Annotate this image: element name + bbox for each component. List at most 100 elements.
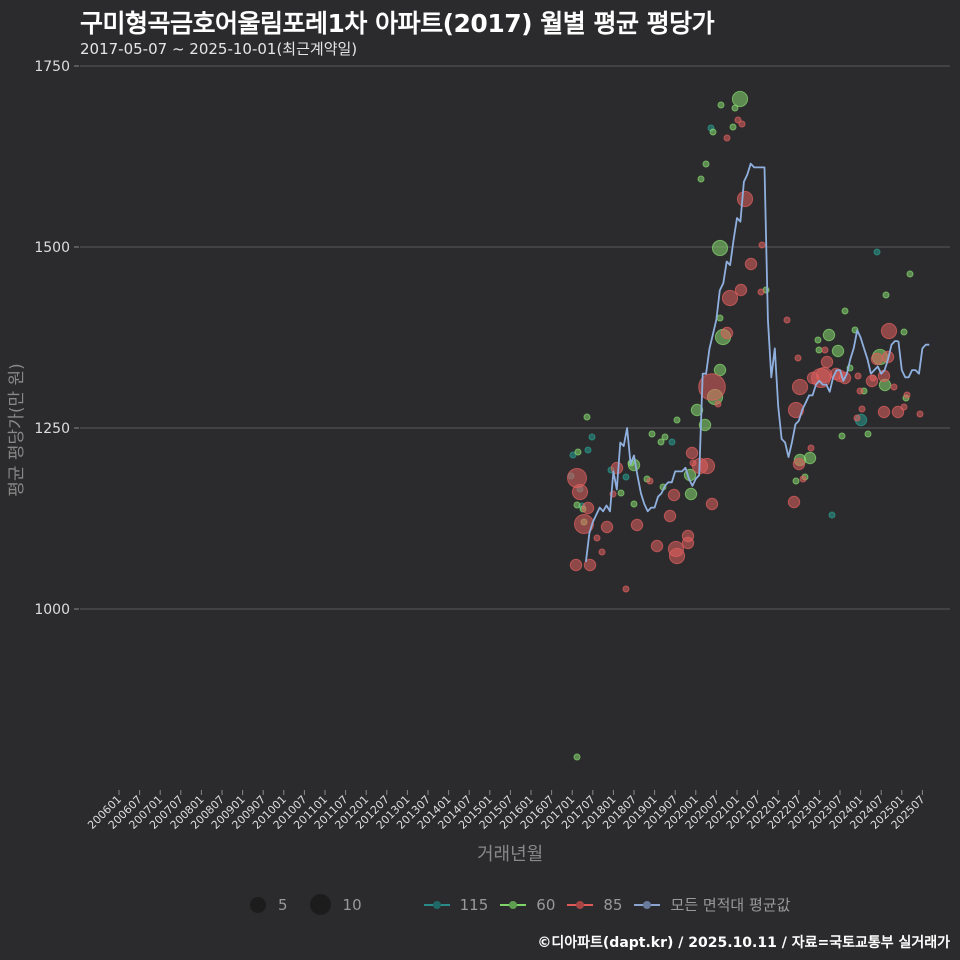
data-point-85 xyxy=(807,444,815,452)
data-point-85 xyxy=(870,352,884,366)
data-point-60 xyxy=(831,344,845,358)
series-average-icon xyxy=(634,903,661,906)
data-point-85 xyxy=(877,405,891,419)
legend-size-10-label: 10 xyxy=(342,895,362,914)
data-point-85 xyxy=(854,372,862,380)
data-point-115 xyxy=(584,446,592,454)
data-point-60 xyxy=(630,500,638,508)
data-point-115 xyxy=(588,433,596,441)
data-point-85 xyxy=(787,401,805,419)
data-point-85 xyxy=(668,547,686,565)
data-point-85 xyxy=(698,457,716,475)
data-point-115 xyxy=(569,451,577,459)
data-point-85 xyxy=(821,346,829,354)
data-point-60 xyxy=(713,363,727,377)
data-point-60 xyxy=(729,123,737,131)
data-point-85 xyxy=(630,518,644,532)
data-point-85 xyxy=(792,457,806,471)
data-point-85 xyxy=(806,371,820,385)
data-point-60 xyxy=(661,433,669,441)
data-point-60 xyxy=(673,416,681,424)
data-point-85 xyxy=(916,410,924,418)
data-point-85 xyxy=(787,495,801,509)
data-point-60 xyxy=(814,336,822,344)
series-85-icon xyxy=(567,903,594,906)
data-point-60 xyxy=(792,477,800,485)
data-point-85 xyxy=(610,461,624,475)
y-tick-label: 1750 xyxy=(34,59,70,75)
data-point-60 xyxy=(648,430,656,438)
data-point-85 xyxy=(650,539,664,553)
data-point-85 xyxy=(593,534,601,542)
legend-item-85: 85 xyxy=(567,896,622,914)
data-point-115 xyxy=(828,511,836,519)
data-point-60 xyxy=(709,128,717,136)
legend-average-label: 모든 면적대 평균값 xyxy=(670,896,791,914)
data-point-85 xyxy=(646,477,654,485)
data-point-60 xyxy=(617,489,625,497)
data-point-60 xyxy=(841,307,849,315)
chart-title: 구미형곡금호어울림포레1차 아파트(2017) 월별 평균 평당가 xyxy=(80,9,715,38)
data-point-85 xyxy=(698,373,726,401)
data-point-85 xyxy=(853,414,861,422)
data-point-85 xyxy=(820,355,834,369)
data-point-85 xyxy=(622,585,630,593)
data-point-85 xyxy=(685,446,699,460)
scatter-points xyxy=(567,90,924,761)
data-point-60 xyxy=(882,291,890,299)
legend-item-average: 모든 면적대 평균값 xyxy=(634,894,790,915)
legend-item-60: 60 xyxy=(500,896,555,914)
data-point-85 xyxy=(721,289,739,307)
x-axis-label: 거래년월 xyxy=(477,844,544,865)
data-point-85 xyxy=(794,354,802,362)
data-point-60 xyxy=(711,239,729,257)
data-point-60 xyxy=(573,753,581,761)
data-point-85 xyxy=(856,387,864,395)
average-price-line-tail xyxy=(897,340,930,379)
data-point-60 xyxy=(573,501,581,509)
legend-60-label: 60 xyxy=(536,895,556,914)
data-point-85 xyxy=(783,316,791,324)
data-point-85 xyxy=(736,190,754,208)
data-point-85 xyxy=(571,483,589,501)
data-point-60 xyxy=(815,346,823,354)
data-point-60 xyxy=(583,413,591,421)
data-point-60 xyxy=(864,430,872,438)
data-point-85 xyxy=(689,459,697,467)
data-point-85 xyxy=(758,241,766,249)
data-point-60 xyxy=(716,314,724,322)
data-point-115 xyxy=(668,438,676,446)
y-axis-label: 평균 평당가(만 원) xyxy=(7,363,27,497)
series-115-icon xyxy=(423,903,450,906)
data-point-85 xyxy=(720,326,734,340)
size-5-icon xyxy=(250,896,266,913)
data-point-85 xyxy=(890,383,898,391)
data-point-85 xyxy=(734,283,748,297)
data-point-85 xyxy=(574,514,594,534)
data-point-60 xyxy=(702,160,710,168)
data-point-115 xyxy=(873,248,881,256)
data-point-60 xyxy=(803,451,817,465)
legend-85-label: 85 xyxy=(603,895,623,914)
data-point-85 xyxy=(891,405,905,419)
legend-item-115: 115 xyxy=(423,896,488,914)
data-point-60 xyxy=(731,90,749,108)
data-point-85 xyxy=(705,497,719,511)
legend-size-5-label: 5 xyxy=(278,895,288,914)
average-price-line xyxy=(585,162,899,563)
data-point-60 xyxy=(822,328,836,342)
data-point-85 xyxy=(714,400,722,408)
data-point-60 xyxy=(657,438,665,446)
data-point-60 xyxy=(690,403,704,417)
data-point-60 xyxy=(717,101,725,109)
data-point-85 xyxy=(744,257,758,271)
data-point-85 xyxy=(723,134,731,142)
chart-subtitle: 2017-05-07 ~ 2025-10-01(최근계약일) xyxy=(80,40,358,58)
data-point-115 xyxy=(622,473,630,481)
source-credit: ©디아파트(dapt.kr) / 2025.10.11 / 자료=국토교통부 실… xyxy=(537,935,950,951)
data-point-60 xyxy=(900,328,908,336)
data-point-85 xyxy=(600,520,614,534)
y-tick-label: 1250 xyxy=(34,421,70,437)
data-point-85 xyxy=(663,509,677,523)
